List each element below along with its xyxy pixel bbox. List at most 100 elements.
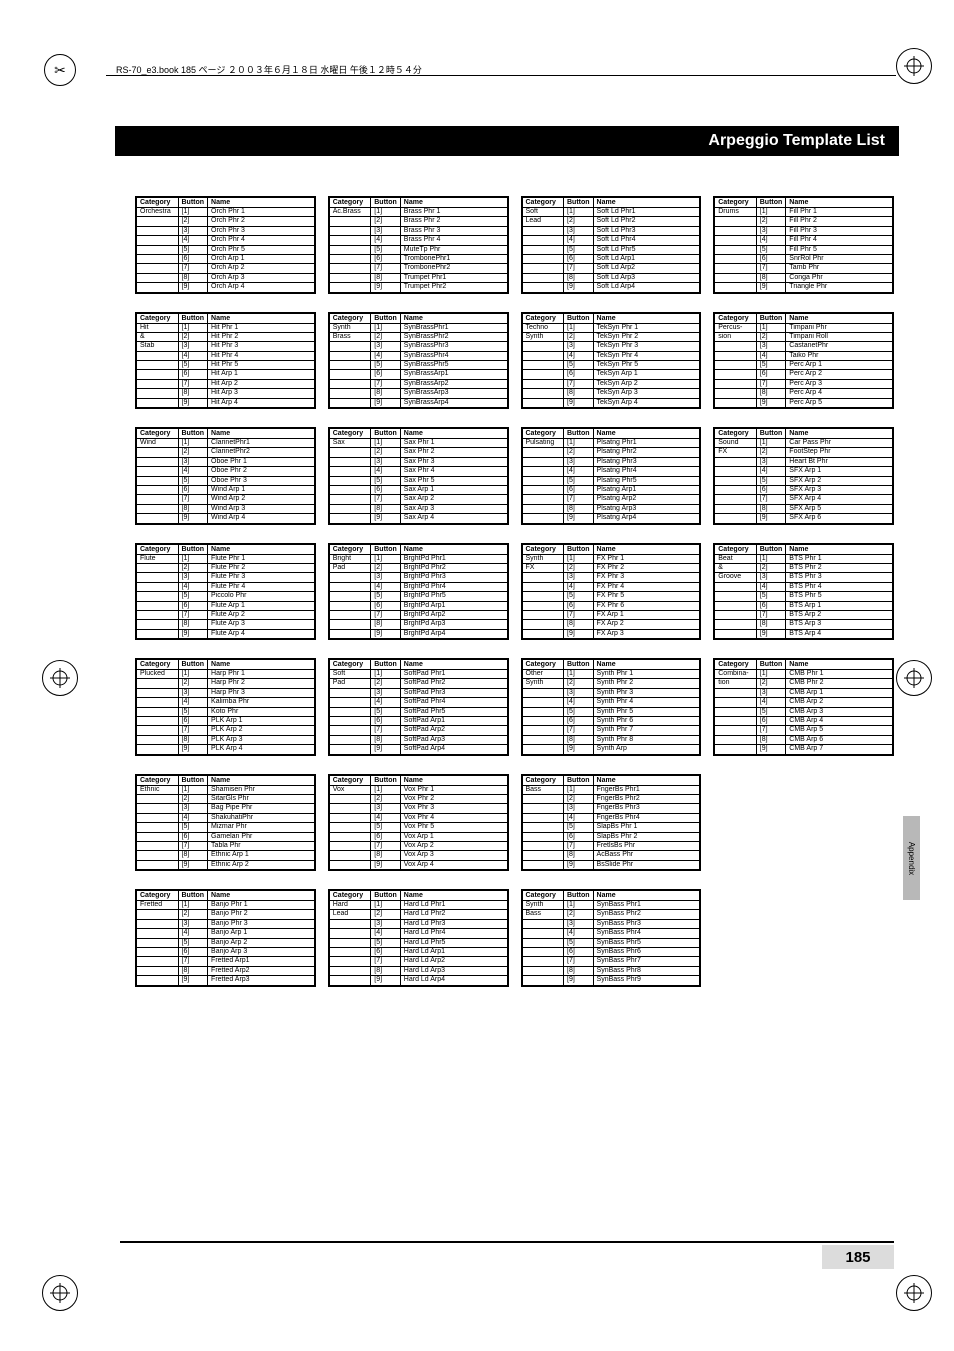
table-header: Category <box>714 428 756 439</box>
table-row: Pulsating[1]Plsatng Phr1 <box>522 439 701 448</box>
name-cell: Orch Arp 3 <box>208 273 315 282</box>
table-header: Name <box>786 313 893 324</box>
button-cell: [8] <box>178 851 208 860</box>
reg-mark-icon <box>896 1275 932 1311</box>
button-cell: [9] <box>371 976 401 986</box>
button-cell: [9] <box>371 745 401 755</box>
button-cell: [2] <box>371 910 401 919</box>
category-cell <box>136 245 178 254</box>
category-cell <box>329 735 371 744</box>
table-header: Button <box>564 890 594 901</box>
table-row: [2]Banjo Phr 2 <box>136 910 315 919</box>
category-cell <box>714 226 756 235</box>
table-row: [9]Fretted Arp3 <box>136 976 315 986</box>
category-cell <box>522 698 564 707</box>
category-cell <box>136 582 178 591</box>
category-cell: Groove <box>714 573 756 582</box>
category-cell <box>136 217 178 226</box>
table-row: [2]Harp Phr 2 <box>136 679 315 688</box>
category-cell: Synth <box>522 332 564 341</box>
category-cell <box>714 629 756 639</box>
table-header: Button <box>756 197 786 208</box>
name-cell: CMB Arp 5 <box>786 726 893 735</box>
name-cell: CMB Phr 1 <box>786 670 893 679</box>
table-row: [2]ClarinetPhr2 <box>136 448 315 457</box>
name-cell: BrghtPd Phr1 <box>400 554 507 563</box>
table-row: [8]Synth Phr 8 <box>522 735 701 744</box>
category-cell <box>136 236 178 245</box>
name-cell: Plsatng Phr1 <box>593 439 700 448</box>
table-header: Category <box>329 890 371 901</box>
button-cell: [7] <box>564 379 594 388</box>
name-cell: CMB Arp 3 <box>786 707 893 716</box>
button-cell: [6] <box>564 717 594 726</box>
category-cell <box>136 379 178 388</box>
button-cell: [4] <box>178 467 208 476</box>
name-cell: BrghtPd Arp4 <box>400 629 507 639</box>
button-cell: [6] <box>371 485 401 494</box>
category-cell: Soft <box>329 670 371 679</box>
name-cell: SoftPad Phr1 <box>400 670 507 679</box>
name-cell: Hit Arp 2 <box>208 379 315 388</box>
button-cell: [2] <box>178 332 208 341</box>
name-cell: ClarinetPhr1 <box>208 439 315 448</box>
table-row: [7]SoftPad Arp2 <box>329 726 508 735</box>
category-cell <box>522 467 564 476</box>
table-row: [8]SynBass Phr8 <box>522 966 701 975</box>
table-row: [3]Vox Phr 3 <box>329 804 508 813</box>
table-row: Hit[1]Hit Phr 1 <box>136 323 315 332</box>
name-cell: SoftPad Arp2 <box>400 726 507 735</box>
button-cell: [4] <box>564 582 594 591</box>
name-cell: Trumpet Phr2 <box>400 283 507 293</box>
button-cell: [1] <box>564 785 594 794</box>
table-row: Ac.Brass[1]Brass Phr 1 <box>329 208 508 217</box>
button-cell: [5] <box>756 476 786 485</box>
table-row: [6]SynBass Phr6 <box>522 948 701 957</box>
button-cell: [5] <box>564 707 594 716</box>
table-row: [8]Trumpet Phr1 <box>329 273 508 282</box>
category-cell <box>329 919 371 928</box>
category-cell: Plucked <box>136 670 178 679</box>
button-cell: [6] <box>564 601 594 610</box>
table-header: Button <box>371 775 401 786</box>
button-cell: [5] <box>756 707 786 716</box>
name-cell: Fill Phr 2 <box>786 217 893 226</box>
table-row: [5]Hit Phr 5 <box>136 361 315 370</box>
button-cell: [6] <box>178 601 208 610</box>
name-cell: Plsatng Arp2 <box>593 495 700 504</box>
table-row: [9]BTS Arp 4 <box>714 629 893 639</box>
table-row: [9]TekSyn Arp 4 <box>522 398 701 408</box>
category-cell <box>136 966 178 975</box>
category-cell <box>136 495 178 504</box>
button-cell: [3] <box>371 804 401 813</box>
button-cell: [1] <box>178 208 208 217</box>
category-cell <box>136 563 178 572</box>
table-row: [6]Flute Arp 1 <box>136 601 315 610</box>
table-header: Name <box>400 313 507 324</box>
table-header: Button <box>564 197 594 208</box>
table-row: Synth[2]TekSyn Phr 2 <box>522 332 701 341</box>
button-cell: [4] <box>178 582 208 591</box>
name-cell: FX Phr 2 <box>593 563 700 572</box>
page-number-box: 185 <box>822 1245 894 1269</box>
button-cell: [6] <box>756 254 786 263</box>
category-cell <box>329 592 371 601</box>
table-row: [6]CMB Arp 4 <box>714 717 893 726</box>
table-row: [4]SynBass Phr4 <box>522 929 701 938</box>
table-row: [7]SynBrassArp2 <box>329 379 508 388</box>
category-cell: Percus- <box>714 323 756 332</box>
category-cell <box>522 629 564 639</box>
name-cell: PLK Arp 3 <box>208 735 315 744</box>
table-row: Ethnic[1]Shamisen Phr <box>136 785 315 794</box>
name-cell: Fill Phr 4 <box>786 236 893 245</box>
button-cell: [6] <box>564 485 594 494</box>
table-row: [3]SoftPad Phr3 <box>329 688 508 697</box>
table-header: Name <box>593 659 700 670</box>
category-cell: Hit <box>136 323 178 332</box>
name-cell: CMB Arp 6 <box>786 735 893 744</box>
button-cell: [8] <box>371 851 401 860</box>
arpeggio-table: CategoryButtonNameSound[1]Car Pass PhrFX… <box>713 427 894 525</box>
table-row: [5]Sax Phr 5 <box>329 476 508 485</box>
category-cell: Sound <box>714 439 756 448</box>
button-cell: [1] <box>371 901 401 910</box>
